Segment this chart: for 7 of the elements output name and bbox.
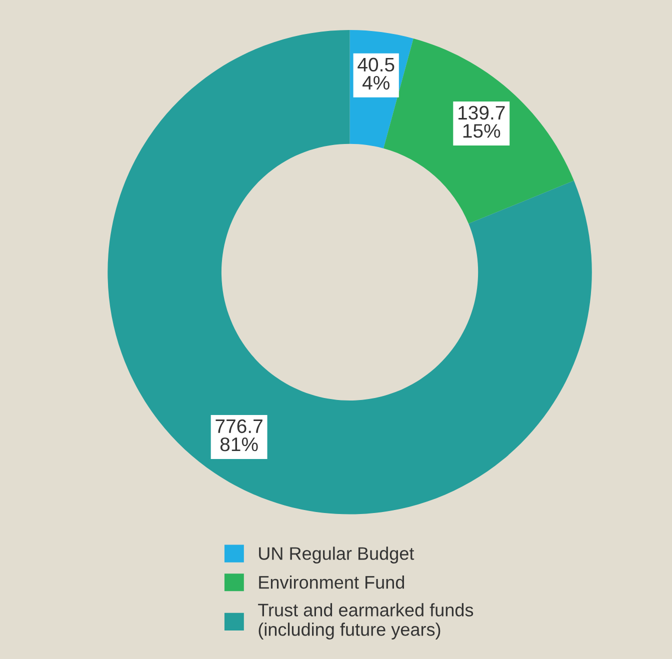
- data-label: 139.7 15%: [458, 106, 505, 138]
- data-label: 776.7 81%: [216, 419, 262, 452]
- legend-label: Environment Fund: [259, 576, 404, 589]
- data-label: 40.5 4%: [358, 58, 394, 90]
- donut-slice: [108, 30, 592, 514]
- legend-label: Trust and earmarked funds (including future years): [258, 603, 474, 640]
- legend-label: UN Regular Budget: [259, 546, 414, 564]
